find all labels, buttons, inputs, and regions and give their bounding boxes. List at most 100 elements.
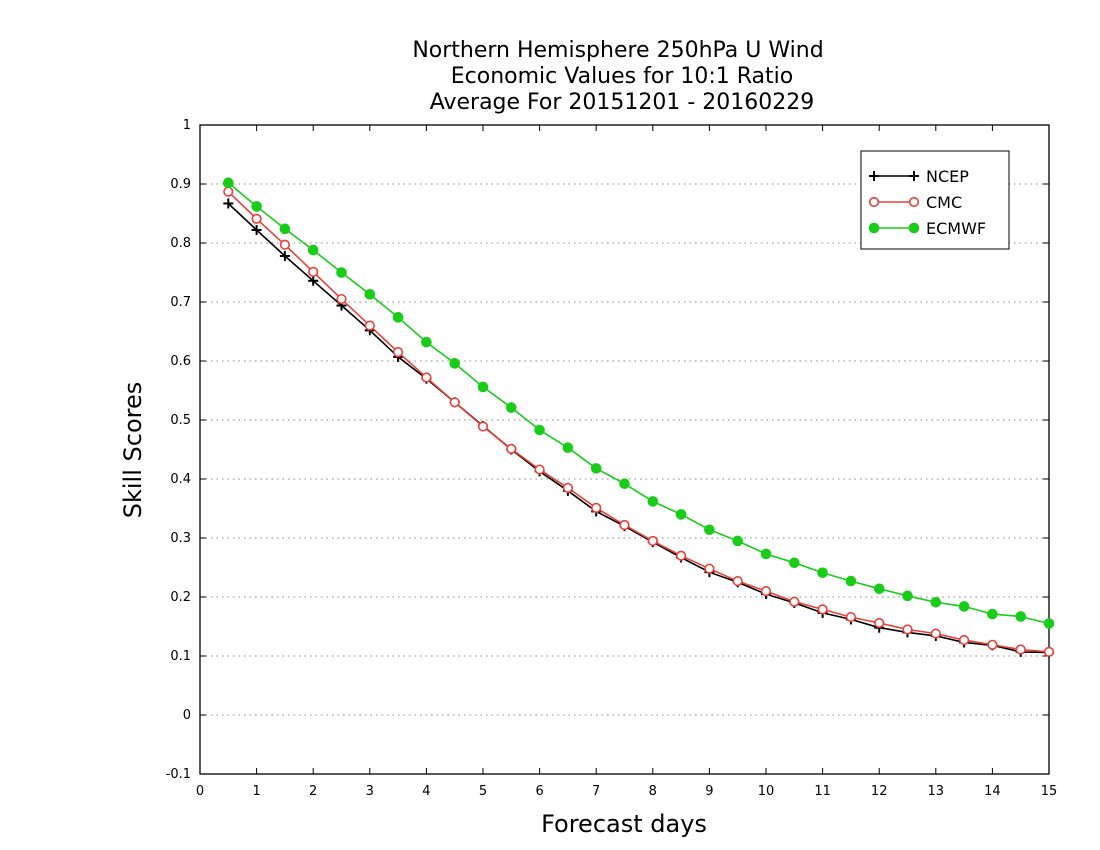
x-axis-title: Forecast days (541, 810, 707, 838)
legend-item-cmc: CMC (868, 193, 962, 212)
point-ecmwf (958, 601, 970, 612)
point-cmc (223, 186, 234, 197)
point-ecmwf (279, 223, 291, 235)
legend-marker-ecmwf (868, 222, 880, 234)
x-tick-label: 3 (366, 784, 374, 799)
point-ecmwf (223, 177, 234, 189)
point-cmc (506, 443, 517, 455)
point-cmc (308, 266, 319, 278)
grid-lines (200, 183, 1049, 716)
chart-title-line-2: Economic Values for 10:1 Ratio (451, 64, 793, 89)
legend-label-ncep: NCEP (926, 167, 969, 186)
x-tick-label: 10 (758, 784, 775, 799)
point-ecmwf (873, 583, 885, 595)
y-tick-label: 0.3 (170, 531, 191, 546)
y-tick-label: 0.9 (170, 177, 191, 192)
point-ecmwf (619, 478, 630, 490)
x-tick-label: 9 (705, 784, 713, 799)
y-tick-label: 0 (183, 708, 191, 723)
point-ecmwf (704, 524, 715, 536)
point-cmc (675, 550, 687, 561)
point-cmc (364, 320, 375, 331)
legend-marker-cmc (868, 196, 880, 208)
plot-frame (199, 124, 1050, 775)
point-cmc (760, 585, 772, 597)
legend-box (860, 150, 1010, 250)
y-tick-label: 0.2 (170, 590, 191, 605)
y-tick-label: 0.7 (170, 295, 191, 310)
point-ecmwf (1043, 618, 1055, 629)
point-ecmwf (251, 201, 262, 212)
x-tick-label: 4 (422, 784, 430, 799)
point-ecmwf (392, 312, 404, 323)
legend-marker-cmc (908, 196, 920, 208)
y-tick-label: 0.1 (170, 649, 191, 664)
point-ecmwf (364, 289, 376, 300)
point-ncep (308, 275, 319, 286)
point-cmc (251, 213, 262, 224)
y-tick-label: 0.8 (170, 236, 191, 251)
x-tick-label: 0 (196, 784, 204, 799)
x-tick-label: 8 (649, 784, 657, 799)
series-ncep (223, 198, 1054, 658)
legend: NCEP CMC ECMWF (860, 150, 1010, 250)
series-lines (223, 177, 1055, 658)
legend-label-ecmwf: ECMWF (926, 219, 986, 238)
point-ecmwf (817, 567, 828, 579)
point-cmc (732, 575, 743, 587)
legend-item-ecmwf: ECMWF (868, 219, 986, 238)
point-ecmwf (336, 267, 347, 278)
point-cmc (930, 628, 941, 639)
point-cmc (279, 239, 291, 250)
point-cmc (1043, 646, 1055, 657)
x-tick-label: 1 (252, 784, 260, 799)
point-ecmwf (760, 548, 772, 560)
y-tick-label: 0.6 (170, 354, 191, 369)
x-tick-label: 11 (814, 784, 831, 799)
series-cmc (223, 186, 1055, 657)
point-ncep (279, 250, 290, 261)
series-ecmwf (223, 177, 1055, 629)
legend-marker-ecmwf (908, 222, 920, 234)
point-cmc (336, 293, 347, 305)
legend-marker-ncep (869, 171, 879, 181)
x-tick-label: 14 (984, 784, 1001, 799)
point-ecmwf (562, 442, 574, 454)
point-ecmwf (307, 244, 319, 256)
point-ecmwf (477, 381, 489, 393)
x-tick-label: 5 (479, 784, 487, 799)
y-axis-title: Skill Scores (119, 382, 147, 519)
legend-item-ncep: NCEP (869, 167, 969, 186)
point-ecmwf (675, 509, 687, 520)
x-tick-label: 2 (309, 784, 317, 799)
point-cmc (987, 639, 998, 650)
point-cmc (958, 634, 970, 646)
series-line-ncep (227, 202, 1050, 654)
point-cmc (562, 482, 574, 493)
y-tick-label: 1 (183, 118, 191, 133)
y-tick-label: 0.4 (170, 472, 191, 487)
chart-title-line-1: Northern Hemisphere 250hPa U Wind (412, 38, 823, 63)
chart-title-line-3: Average For 20151201 - 20160229 (430, 90, 815, 115)
point-cmc (817, 604, 828, 615)
point-ecmwf (506, 402, 517, 413)
point-cmc (619, 519, 630, 531)
point-ecmwf (1015, 611, 1027, 622)
legend-marker-ncep (909, 171, 919, 181)
legend-label-cmc: CMC (926, 193, 962, 212)
point-cmc (421, 372, 432, 383)
point-ecmwf (590, 463, 602, 474)
point-cmc (874, 617, 885, 629)
x-tick-label: 13 (928, 784, 945, 799)
point-cmc (704, 563, 715, 574)
point-cmc (449, 397, 460, 408)
series-line-cmc (227, 191, 1050, 653)
point-cmc (534, 464, 545, 475)
x-tick-label: 15 (1041, 784, 1058, 799)
x-tick-label: 7 (592, 784, 600, 799)
point-cmc (845, 611, 857, 623)
point-cmc (902, 624, 913, 635)
point-cmc (477, 421, 489, 432)
x-tick-label: 6 (535, 784, 543, 799)
